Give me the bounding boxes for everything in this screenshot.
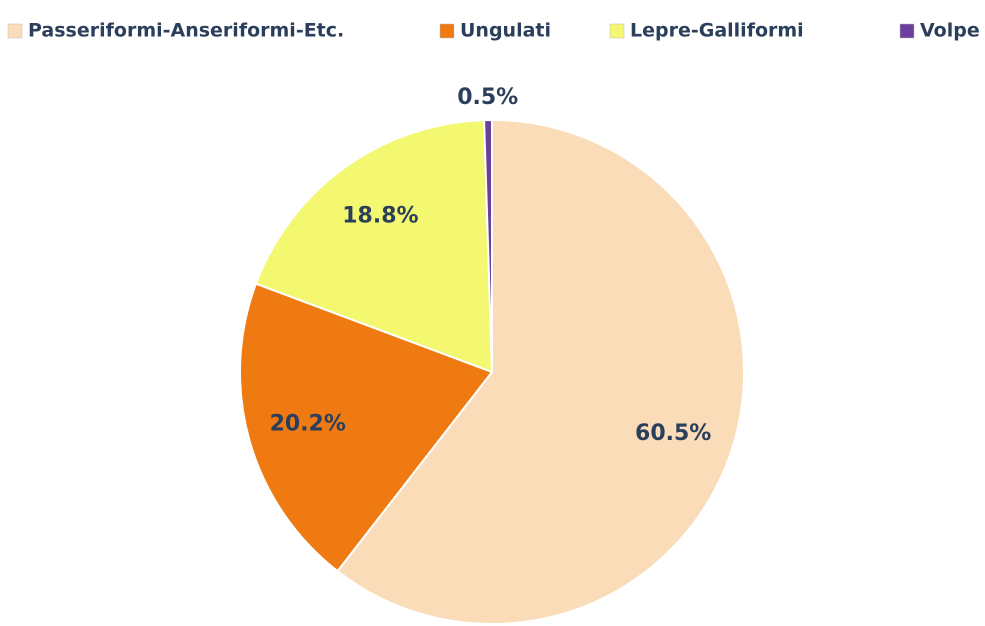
legend-label: Volpe (920, 20, 980, 42)
legend: Passeriformi-Anseriformi-Etc. Ungulati Lep… (7, 20, 980, 42)
value-labels: 60.5% 20.2% 18.8% 0.5% (270, 85, 712, 446)
pie-slice (239, 282, 494, 573)
pie-slice (483, 118, 493, 373)
legend-label: Lepre-Galliformi (630, 20, 804, 42)
legend-swatch (609, 23, 625, 39)
legend-swatch (899, 23, 915, 39)
value-label: 0.5% (457, 85, 518, 110)
legend-swatch (439, 23, 455, 39)
value-label: 18.8% (342, 203, 418, 228)
legend-label: Passeriformi-Anseriformi-Etc. (28, 20, 344, 42)
pie (239, 118, 745, 625)
pie-slice (336, 118, 745, 625)
pie-slice (254, 119, 494, 374)
value-label: 60.5% (635, 421, 711, 446)
legend-label: Ungulati (460, 20, 551, 42)
value-label: 20.2% (270, 411, 346, 436)
legend-swatch (7, 23, 23, 39)
